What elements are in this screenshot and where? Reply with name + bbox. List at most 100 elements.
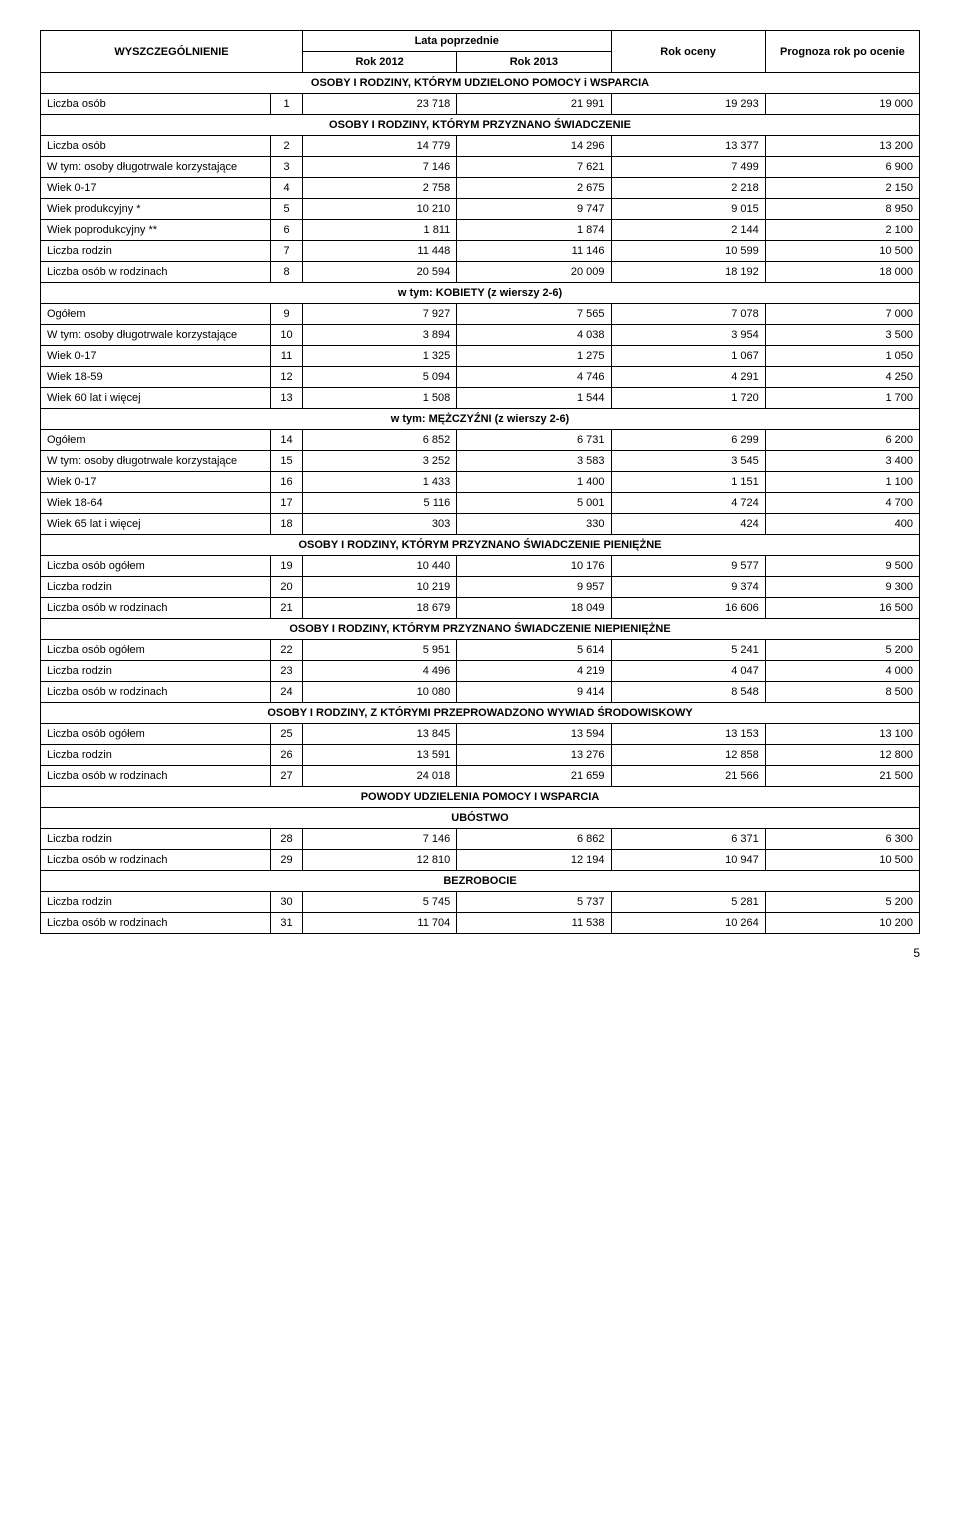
row-value: 1 325: [303, 346, 457, 367]
row-label: Wiek 18-59: [41, 367, 271, 388]
row-value: 5 745: [303, 892, 457, 913]
row-value: 8 548: [611, 682, 765, 703]
row-value: 21 500: [765, 766, 919, 787]
row-value: 6 900: [765, 157, 919, 178]
row-label: Liczba rodzin: [41, 745, 271, 766]
table-row: Liczba osób w rodzinach2912 81012 19410 …: [41, 850, 920, 871]
row-value: 1 067: [611, 346, 765, 367]
row-value: 20 594: [303, 262, 457, 283]
row-index: 18: [271, 514, 303, 535]
table-row: Wiek poprodukcyjny **61 8111 8742 1442 1…: [41, 220, 920, 241]
row-value: 7 078: [611, 304, 765, 325]
row-label: Liczba osób: [41, 94, 271, 115]
row-value: 19 293: [611, 94, 765, 115]
header-rok-oceny: Rok oceny: [611, 31, 765, 73]
row-value: 7 499: [611, 157, 765, 178]
row-value: 10 440: [303, 556, 457, 577]
row-value: 3 954: [611, 325, 765, 346]
row-value: 21 659: [457, 766, 611, 787]
row-index: 25: [271, 724, 303, 745]
row-value: 1 400: [457, 472, 611, 493]
row-value: 303: [303, 514, 457, 535]
data-table: WYSZCZEGÓLNIENIE Lata poprzednie Rok oce…: [40, 30, 920, 934]
row-value: 13 276: [457, 745, 611, 766]
row-value: 10 500: [765, 241, 919, 262]
table-row: Wiek 60 lat i więcej131 5081 5441 7201 7…: [41, 388, 920, 409]
table-row: Liczba rodzin234 4964 2194 0474 000: [41, 661, 920, 682]
row-value: 1 700: [765, 388, 919, 409]
row-label: Liczba osób ogółem: [41, 640, 271, 661]
row-value: 2 100: [765, 220, 919, 241]
section-row: OSOBY I RODZINY, KTÓRYM PRZYZNANO ŚWIADC…: [41, 619, 920, 640]
row-value: 14 296: [457, 136, 611, 157]
header-lata-poprzednie: Lata poprzednie: [303, 31, 612, 52]
row-label: Liczba rodzin: [41, 661, 271, 682]
row-value: 6 852: [303, 430, 457, 451]
row-label: Wiek 18-64: [41, 493, 271, 514]
row-value: 6 731: [457, 430, 611, 451]
header-wyszczegolnienie: WYSZCZEGÓLNIENIE: [41, 31, 303, 73]
section-row: w tym: MĘŻCZYŹNI (z wierszy 2-6): [41, 409, 920, 430]
section-title: OSOBY I RODZINY, KTÓRYM PRZYZNANO ŚWIADC…: [41, 535, 920, 556]
section-title: OSOBY I RODZINY, KTÓRYM PRZYZNANO ŚWIADC…: [41, 619, 920, 640]
row-value: 424: [611, 514, 765, 535]
table-row: Ogółem146 8526 7316 2996 200: [41, 430, 920, 451]
row-label: Liczba osób: [41, 136, 271, 157]
table-row: Liczba osób ogółem2513 84513 59413 15313…: [41, 724, 920, 745]
row-value: 12 810: [303, 850, 457, 871]
row-value: 12 800: [765, 745, 919, 766]
row-value: 5 614: [457, 640, 611, 661]
row-value: 18 679: [303, 598, 457, 619]
row-label: Liczba rodzin: [41, 829, 271, 850]
row-value: 7 000: [765, 304, 919, 325]
row-value: 4 250: [765, 367, 919, 388]
table-row: Liczba osób w rodzinach2410 0809 4148 54…: [41, 682, 920, 703]
header-row-1: WYSZCZEGÓLNIENIE Lata poprzednie Rok oce…: [41, 31, 920, 52]
row-value: 13 377: [611, 136, 765, 157]
row-value: 9 015: [611, 199, 765, 220]
row-label: W tym: osoby długotrwale korzystające: [41, 325, 271, 346]
table-row: Liczba rodzin2613 59113 27612 85812 800: [41, 745, 920, 766]
row-value: 10 947: [611, 850, 765, 871]
row-value: 4 219: [457, 661, 611, 682]
row-index: 2: [271, 136, 303, 157]
row-label: Liczba osób ogółem: [41, 724, 271, 745]
row-value: 5 001: [457, 493, 611, 514]
row-index: 30: [271, 892, 303, 913]
row-value: 4 291: [611, 367, 765, 388]
row-value: 24 018: [303, 766, 457, 787]
row-value: 20 009: [457, 262, 611, 283]
row-label: Liczba osób ogółem: [41, 556, 271, 577]
row-value: 2 675: [457, 178, 611, 199]
table-row: Liczba osób w rodzinach2724 01821 65921 …: [41, 766, 920, 787]
row-index: 14: [271, 430, 303, 451]
row-label: Wiek 0-17: [41, 346, 271, 367]
table-row: Liczba osób123 71821 99119 29319 000: [41, 94, 920, 115]
row-index: 13: [271, 388, 303, 409]
row-value: 13 200: [765, 136, 919, 157]
section-row: UBÓSTWO: [41, 808, 920, 829]
row-label: Ogółem: [41, 304, 271, 325]
section-title: POWODY UDZIELENIA POMOCY I WSPARCIA: [41, 787, 920, 808]
row-label: W tym: osoby długotrwale korzystające: [41, 451, 271, 472]
row-value: 1 720: [611, 388, 765, 409]
row-value: 4 746: [457, 367, 611, 388]
table-row: Liczba osób ogółem225 9515 6145 2415 200: [41, 640, 920, 661]
section-title: OSOBY I RODZINY, KTÓRYM PRZYZNANO ŚWIADC…: [41, 115, 920, 136]
row-value: 7 146: [303, 157, 457, 178]
row-value: 3 583: [457, 451, 611, 472]
row-value: 13 845: [303, 724, 457, 745]
row-value: 4 047: [611, 661, 765, 682]
section-title: UBÓSTWO: [41, 808, 920, 829]
row-value: 1 874: [457, 220, 611, 241]
row-label: Liczba osób w rodzinach: [41, 598, 271, 619]
row-value: 1 100: [765, 472, 919, 493]
row-label: Liczba rodzin: [41, 577, 271, 598]
row-value: 2 144: [611, 220, 765, 241]
row-value: 9 500: [765, 556, 919, 577]
row-index: 12: [271, 367, 303, 388]
table-row: W tym: osoby długotrwale korzystające103…: [41, 325, 920, 346]
section-title: w tym: KOBIETY (z wierszy 2-6): [41, 283, 920, 304]
row-value: 6 300: [765, 829, 919, 850]
row-label: Wiek produkcyjny *: [41, 199, 271, 220]
